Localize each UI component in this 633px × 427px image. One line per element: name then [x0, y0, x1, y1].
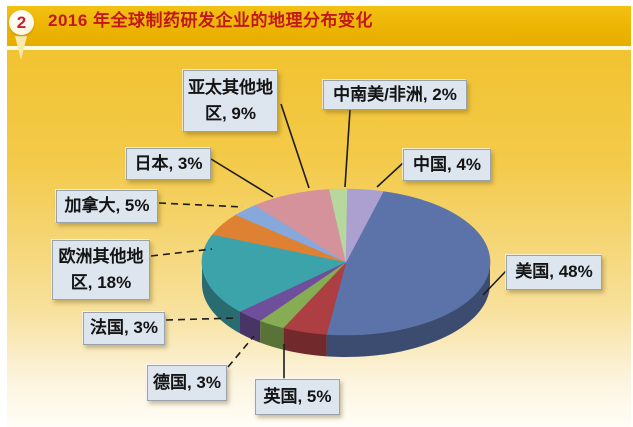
pie-slice-side-faguo	[240, 311, 261, 343]
callout-deguo: 德国, 3%	[147, 365, 227, 401]
pie-slice-side-meiguo	[326, 262, 490, 357]
callout-ouzhou: 欧洲其他地区, 18%	[52, 240, 150, 300]
callout-label: 欧洲其他地	[58, 246, 144, 266]
pie-slice-side-ouzhou	[202, 262, 241, 334]
callout-jianada: 加拿大, 5%	[56, 190, 158, 223]
callout-label: 德国, 3%	[152, 372, 222, 392]
header-banner	[7, 6, 631, 46]
pie-slice-ouzhou	[201, 234, 347, 312]
callout-meiguo: 美国, 48%	[506, 255, 602, 290]
leader-line-ouzhou	[150, 248, 213, 257]
leader-line-meiguo	[482, 270, 507, 296]
pie-slice-side-deguo	[260, 320, 284, 350]
leader-line-jianada	[158, 202, 244, 208]
callout-yingguo: 英国, 5%	[255, 379, 340, 415]
callout-yatai: 亚太其他地区, 9%	[183, 70, 278, 132]
callout-label: 区, 9%	[204, 104, 257, 123]
callout-faguo: 法国, 3%	[83, 312, 165, 345]
callout-label: 美国, 48%	[515, 262, 593, 282]
pie-slice-zhongguo	[345, 188, 384, 263]
leader-line-yatai	[280, 103, 310, 189]
pie-slice-side-yingguo	[283, 327, 327, 357]
callout-label: 中南美/非洲, 2%	[333, 84, 457, 104]
number-badge: 2	[9, 10, 34, 35]
callout-riben: 日本, 3%	[126, 148, 211, 180]
callout-label: 区, 18%	[70, 273, 132, 292]
banner-separator	[7, 46, 631, 50]
callout-label: 加拿大, 5%	[64, 196, 150, 216]
callout-label: 英国, 5%	[263, 386, 332, 406]
callout-label: 中国, 4%	[412, 154, 482, 174]
pie-slice-yatai	[254, 189, 347, 263]
leader-line-deguo	[227, 335, 255, 368]
callout-zhongguo: 中国, 4%	[403, 149, 491, 181]
callout-label: 法国, 3%	[89, 318, 159, 338]
callout-zhongnanmei: 中南美/非洲, 2%	[323, 80, 467, 110]
leader-line-riben	[210, 158, 274, 198]
leader-line-zhongnanmei	[344, 109, 351, 188]
callout-label: 日本, 3%	[134, 153, 203, 173]
page-title: 2016 年全球制药研发企业的地理分布变化	[48, 11, 374, 30]
pie-slice-meiguo	[326, 191, 491, 336]
callout-label: 亚太其他地	[188, 77, 273, 97]
leader-line-zhongguo	[376, 162, 404, 188]
badge-tail-icon	[15, 36, 27, 60]
